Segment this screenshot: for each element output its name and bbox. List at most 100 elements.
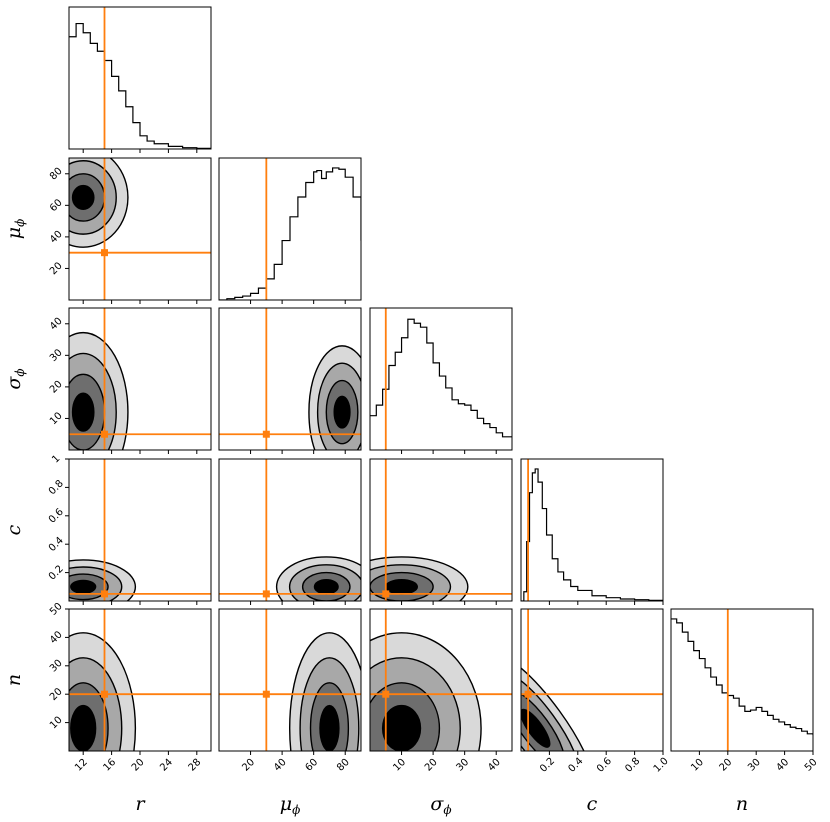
panel-mu_phi-c bbox=[219, 459, 361, 601]
x-tick-label-c: 1.0 bbox=[652, 756, 671, 775]
panel-sigma_phi-c bbox=[370, 459, 512, 601]
y-tick-label-n: 40 bbox=[48, 629, 65, 646]
y-tick-label-sigma_phi: 30 bbox=[48, 347, 65, 364]
x-tick-label-r: 28 bbox=[187, 757, 204, 774]
axis-label-r: r bbox=[135, 793, 146, 815]
panel-frame bbox=[369, 608, 513, 752]
panel-frame bbox=[520, 608, 664, 752]
axis-label-sigma_phi: σϕ bbox=[3, 368, 27, 389]
x-tick-label-c: 0.4 bbox=[567, 756, 586, 775]
axis-label-c: c bbox=[3, 524, 25, 535]
panel-frame bbox=[369, 458, 513, 602]
y-tick-label-c: 0.8 bbox=[47, 478, 66, 497]
panel-frame bbox=[218, 608, 362, 752]
panel-frame bbox=[670, 608, 814, 752]
x-tick-label-sigma_phi: 40 bbox=[486, 757, 503, 774]
x-tick-label-n: 40 bbox=[774, 757, 791, 774]
histogram-mu_phi bbox=[219, 167, 361, 300]
panel-r-c bbox=[69, 459, 211, 601]
panel-r-mu_phi bbox=[69, 158, 211, 300]
panel-mu_phi bbox=[219, 158, 361, 300]
y-tick-label-sigma_phi: 40 bbox=[48, 316, 65, 333]
panel-r-n bbox=[69, 609, 211, 751]
y-tick-label-mu_phi: 40 bbox=[48, 229, 65, 246]
panel-sigma_phi-n bbox=[370, 609, 512, 751]
truth-marker bbox=[382, 690, 390, 698]
y-tick-label-n: 30 bbox=[48, 658, 65, 675]
x-tick-label-sigma_phi: 30 bbox=[455, 757, 472, 774]
contour-level-4 bbox=[71, 392, 95, 432]
contour-level-4 bbox=[313, 579, 339, 595]
axis-label-sigma_phi: σϕ bbox=[430, 793, 451, 817]
histogram-n bbox=[671, 618, 813, 736]
x-tick-label-mu_phi: 60 bbox=[304, 757, 321, 774]
x-tick-label-n: 20 bbox=[718, 757, 735, 774]
axis-label-c: c bbox=[587, 793, 598, 815]
x-tick-label-n: 10 bbox=[689, 757, 706, 774]
panel-c-n bbox=[521, 609, 663, 751]
y-tick-label-sigma_phi: 10 bbox=[48, 410, 65, 427]
panel-frame bbox=[218, 458, 362, 602]
x-tick-label-n: 50 bbox=[803, 757, 820, 774]
y-tick-label-c: 0.4 bbox=[47, 535, 66, 554]
contour-level-4 bbox=[70, 579, 97, 594]
x-tick-label-mu_phi: 20 bbox=[240, 757, 257, 774]
axis-label-n: n bbox=[3, 674, 25, 686]
x-tick-label-r: 16 bbox=[101, 757, 118, 774]
panel-c bbox=[521, 459, 663, 601]
truth-marker bbox=[262, 430, 270, 438]
panel-mu_phi-sigma_phi bbox=[219, 308, 361, 450]
y-tick-label-sigma_phi: 20 bbox=[48, 379, 65, 396]
contour-level-4 bbox=[319, 704, 340, 751]
y-tick-label-c: 0.2 bbox=[47, 563, 66, 582]
x-tick-label-sigma_phi: 20 bbox=[423, 757, 440, 774]
y-tick-label-c: 1 bbox=[50, 453, 62, 465]
y-tick-label-c: 0.6 bbox=[47, 507, 66, 526]
x-tick-label-r: 24 bbox=[158, 757, 175, 774]
y-tick-label-n: 50 bbox=[48, 601, 65, 618]
x-tick-label-n: 30 bbox=[746, 757, 763, 774]
contour-level-4 bbox=[70, 704, 97, 751]
x-tick-label-r: 20 bbox=[130, 757, 147, 774]
histogram-c bbox=[521, 468, 663, 601]
y-tick-label-mu_phi: 60 bbox=[48, 197, 65, 214]
histogram-r bbox=[69, 22, 211, 149]
truth-marker bbox=[101, 430, 108, 438]
panel-n bbox=[671, 609, 813, 751]
panel-frame bbox=[520, 458, 664, 602]
panel-r-sigma_phi bbox=[69, 308, 211, 450]
truth-marker bbox=[101, 590, 108, 598]
histogram-sigma_phi bbox=[370, 318, 512, 438]
panel-mu_phi-n bbox=[219, 609, 361, 751]
x-tick-label-c: 0.8 bbox=[623, 756, 642, 775]
panel-frame bbox=[218, 157, 362, 301]
x-tick-label-mu_phi: 40 bbox=[272, 757, 289, 774]
x-tick-label-c: 0.6 bbox=[595, 756, 614, 775]
truth-marker bbox=[524, 690, 532, 698]
contour-level-4 bbox=[385, 579, 419, 595]
truth-marker bbox=[101, 690, 108, 698]
x-tick-label-r: 12 bbox=[73, 757, 90, 774]
panel-sigma_phi bbox=[370, 308, 512, 450]
contour-level-4 bbox=[333, 395, 351, 429]
y-tick-label-n: 20 bbox=[48, 686, 65, 703]
truth-marker bbox=[382, 590, 390, 598]
truth-marker bbox=[262, 590, 270, 598]
panel-frame bbox=[218, 307, 362, 451]
contour-level-4 bbox=[71, 184, 95, 210]
truth-marker bbox=[262, 690, 270, 698]
y-tick-label-n: 10 bbox=[48, 715, 65, 732]
contour-level-4 bbox=[381, 704, 422, 751]
x-tick-label-c: 0.2 bbox=[538, 756, 557, 775]
panel-frame bbox=[369, 307, 513, 451]
axis-label-mu_phi: μϕ bbox=[3, 219, 27, 240]
panel-r bbox=[69, 7, 211, 149]
axis-label-mu_phi: μϕ bbox=[280, 793, 301, 817]
x-tick-label-mu_phi: 80 bbox=[335, 757, 352, 774]
y-tick-label-mu_phi: 20 bbox=[48, 260, 65, 277]
axis-label-n: n bbox=[736, 793, 748, 815]
x-tick-label-sigma_phi: 10 bbox=[391, 757, 408, 774]
y-tick-label-mu_phi: 80 bbox=[48, 166, 65, 183]
truth-marker bbox=[101, 249, 108, 257]
